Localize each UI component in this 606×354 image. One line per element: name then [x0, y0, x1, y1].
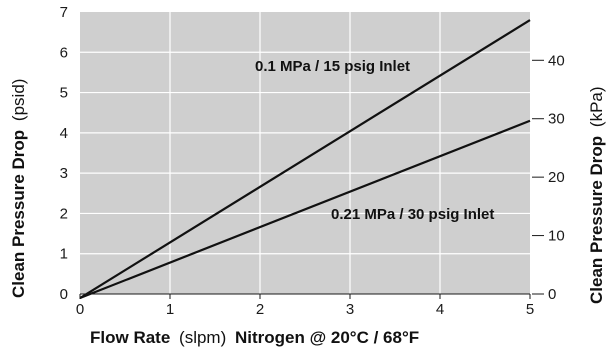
- y-tick-label-1: 1: [60, 246, 68, 263]
- y-tick-label-7: 7: [60, 4, 68, 21]
- x-axis-title: Flow Rate (slpm) Nitrogen @ 20°C / 68°F: [90, 328, 419, 347]
- y-axis-title-right-bold: Clean Pressure Drop: [587, 136, 606, 304]
- x-tick-label-5: 5: [526, 301, 534, 318]
- y-axis-title-left-bold: Clean Pressure Drop: [9, 130, 28, 298]
- y-axis-title-left-unit: (psid): [9, 79, 28, 122]
- y2-tick-label-3: 30: [548, 111, 565, 128]
- x-axis-title-rest: Nitrogen @ 20°C / 68°F: [235, 328, 419, 347]
- x-tick-label-4: 4: [436, 301, 444, 318]
- y-tick-label-5: 5: [60, 85, 68, 102]
- y-axis-title-right-unit: (kPa): [587, 86, 606, 127]
- y-axis-title-left: Clean Pressure Drop (psid): [9, 79, 28, 298]
- y-tick-label-2: 2: [60, 205, 68, 222]
- y-axis-title-right: Clean Pressure Drop (kPa): [587, 86, 606, 304]
- series-line-1: [79, 119, 531, 300]
- y2-tick-label-1: 10: [548, 228, 565, 245]
- y2-tick-label-0: 0: [548, 286, 556, 303]
- series-label-30psig: 0.21 MPa / 30 psig Inlet: [331, 206, 494, 223]
- series-lines: [79, 19, 531, 300]
- series-line-0: [79, 19, 531, 299]
- x-axis-title-bold: Flow Rate: [90, 328, 170, 347]
- grid-lines: [80, 12, 530, 294]
- y-tick-label-0: 0: [60, 286, 68, 303]
- y2-tick-label-4: 40: [548, 52, 565, 69]
- y-tick-label-3: 3: [60, 165, 68, 182]
- y2-tick-label-2: 20: [548, 169, 565, 186]
- x-tick-label-3: 3: [346, 301, 354, 318]
- series-label-15psig: 0.1 MPa / 15 psig Inlet: [255, 58, 410, 75]
- y-tick-label-6: 6: [60, 44, 68, 61]
- y-tick-label-4: 4: [60, 125, 68, 142]
- x-tick-label-0: 0: [76, 301, 84, 318]
- x-tick-label-2: 2: [256, 301, 264, 318]
- axes: [79, 59, 544, 299]
- plot-background: [80, 12, 530, 294]
- x-axis-title-unit: (slpm): [179, 328, 226, 347]
- x-tick-label-1: 1: [166, 301, 174, 318]
